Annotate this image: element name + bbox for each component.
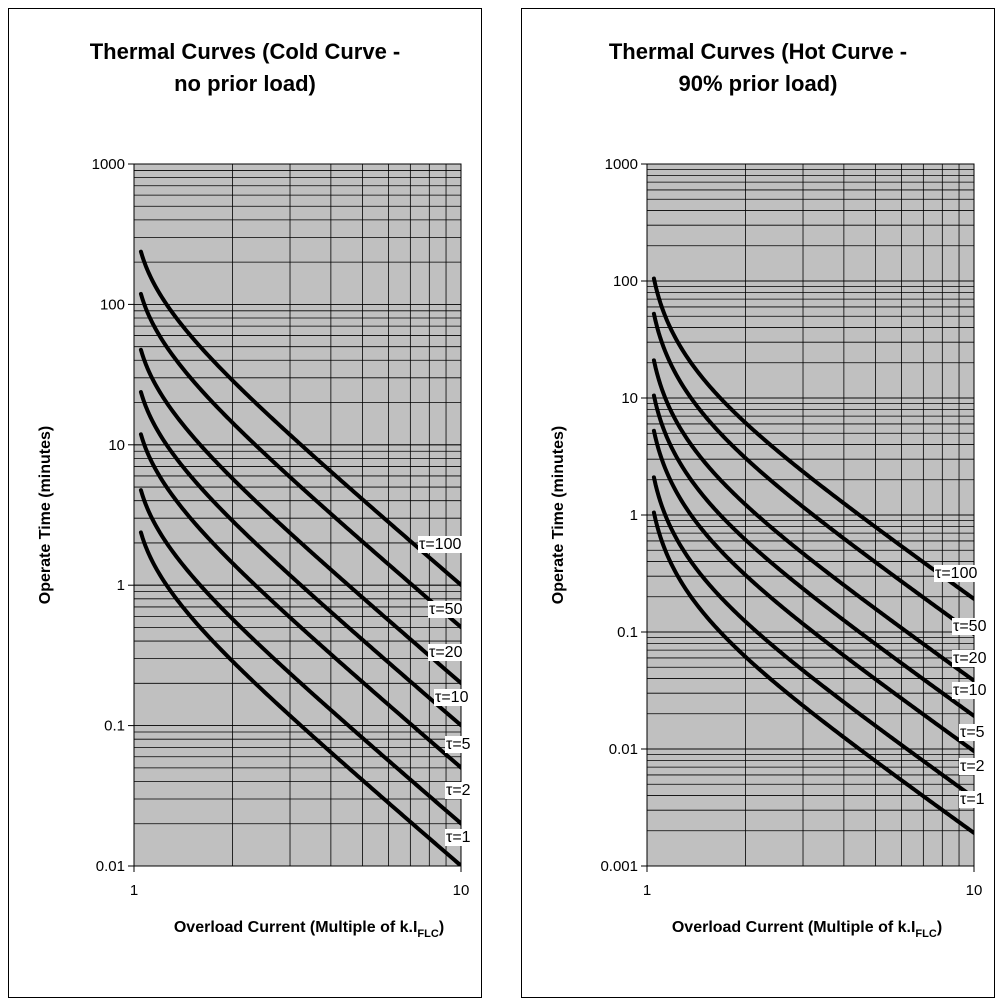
curve-label-tau-100: τ=100 (419, 536, 461, 553)
curve-tau-1 (138, 530, 461, 866)
curve-label-tau-50: τ=50 (953, 618, 987, 635)
curve-label-tau-50: τ=50 (429, 601, 463, 618)
y-tick-label: 10 (108, 437, 125, 454)
curves (138, 249, 461, 866)
y-tick-label: 1000 (605, 156, 638, 173)
curve-label-background (934, 565, 979, 582)
curve-tau-5 (651, 428, 974, 754)
curve-label-tau-1: τ=1 (446, 829, 471, 846)
y-axis-label: Operate Time (minutes) (37, 426, 54, 604)
curve-label-background (445, 782, 472, 799)
curve-label-tau-2: τ=2 (960, 758, 985, 775)
x-tick-label: 1 (643, 882, 651, 899)
curve-tau-100 (138, 249, 461, 587)
y-tick-label: 0.01 (609, 741, 638, 758)
y-tick-label: 0.1 (617, 624, 638, 641)
curve-label-background (952, 650, 988, 667)
y-tick-label: 0.01 (96, 858, 125, 875)
y-axis-label: Operate Time (minutes) (550, 426, 567, 604)
curve-tau-10 (138, 390, 461, 728)
curve-label-background (952, 682, 988, 699)
chart-panel-hot: Thermal Curves (Hot Curve - 90% prior loa… (521, 8, 995, 998)
curve-tau-100 (651, 276, 974, 601)
curve-label-background (428, 601, 464, 618)
curve-label-tau-100: τ=100 (935, 565, 977, 582)
curve-label-background (959, 758, 986, 775)
curve-tau-20 (138, 347, 461, 686)
x-tick-label: 10 (453, 882, 470, 899)
y-tick-label: 10 (621, 390, 638, 407)
x-tick-label: 10 (966, 882, 983, 899)
x-axis-label: Overload Current (Multiple of k.IFLC) (174, 919, 444, 940)
cold-curve-chart: Thermal Curves (Cold Curve - no prior loa… (37, 39, 472, 940)
curve-label-tau-20: τ=20 (429, 644, 463, 661)
curve-tau-10 (651, 393, 974, 718)
y-tick-label: 100 (613, 273, 638, 290)
curve-label-tau-2: τ=2 (446, 782, 471, 799)
plot-area (133, 163, 462, 867)
y-tick-label: 100 (100, 296, 125, 313)
curve-label-background (434, 689, 470, 706)
curve-tau-50 (138, 291, 461, 630)
curve-tau-5 (138, 432, 461, 770)
curves (651, 276, 974, 835)
chart-title-line: Thermal Curves (Cold Curve - (90, 39, 401, 64)
chart-panel-cold: Thermal Curves (Cold Curve - no prior loa… (8, 8, 482, 998)
curve-label-background (959, 724, 986, 741)
y-tick-label: 0.1 (104, 718, 125, 735)
chart-title-line: no prior load) (174, 71, 316, 96)
y-tick-label: 0.001 (600, 858, 638, 875)
curve-label-tau-5: τ=5 (960, 724, 985, 741)
curve-label-background (418, 536, 463, 553)
x-tick-label: 1 (130, 882, 138, 899)
curve-label-background (428, 644, 464, 661)
chart-title-line: Thermal Curves (Hot Curve - (609, 39, 907, 64)
curve-tau-2 (138, 488, 461, 826)
curve-label-tau-10: τ=10 (435, 689, 469, 706)
grid (133, 163, 462, 867)
curve-label-tau-20: τ=20 (953, 650, 987, 667)
y-tick-label: 1 (117, 577, 125, 594)
curve-tau-50 (651, 311, 974, 637)
curve-label-background (959, 791, 986, 808)
chart-title-line: 90% prior load) (679, 71, 838, 96)
y-tick-label: 1 (630, 507, 638, 524)
curve-tau-2 (651, 475, 974, 800)
curve-label-tau-1: τ=1 (960, 791, 985, 808)
curve-label-background (952, 618, 988, 635)
curve-tau-1 (651, 510, 974, 835)
x-axis-label: Overload Current (Multiple of k.IFLC) (672, 919, 942, 940)
curve-label-tau-5: τ=5 (446, 736, 471, 753)
curve-label-background (445, 736, 472, 753)
curve-label-background (445, 829, 472, 846)
hot-curve-chart: Thermal Curves (Hot Curve - 90% prior loa… (550, 39, 988, 940)
curve-label-tau-10: τ=10 (953, 682, 987, 699)
curve-tau-20 (651, 358, 974, 683)
y-tick-label: 1000 (92, 156, 125, 173)
